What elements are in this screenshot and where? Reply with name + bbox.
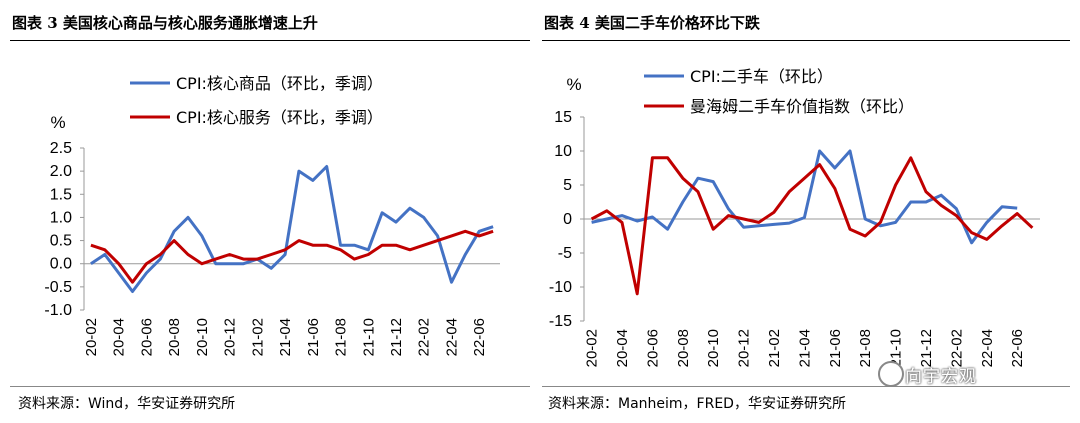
x-tick-label: 22-06 [471, 318, 488, 356]
x-tick-label: 20-12 [736, 329, 753, 367]
left-chart-panel: 图表 3 美国核心商品与核心服务通胀增速上升 -1.0 -0.5 0.0 0.5 1.0… [10, 14, 530, 412]
left-chart-svg: -1.0 -0.5 0.0 0.5 1.0 1.5 2.0 2.5% 20-02 20-04 20-… [44, 74, 500, 356]
left-chart-title: 图表 3 美国核心商品与核心服务通胀增速上升 [12, 14, 318, 32]
x-tick-label: 21-04 [796, 329, 813, 367]
legend-label-2: 曼海姆二手车价值指数（环比） [690, 97, 914, 116]
y-tick-label: 5 [563, 177, 572, 194]
legend-label-1: CPI:二手车（环比） [690, 67, 833, 86]
left-source-rule [10, 386, 530, 387]
y-tick-label: 0 [563, 211, 572, 228]
y-tick-label: -0.5 [44, 279, 72, 296]
right-title-rule [542, 40, 1070, 41]
x-tick-label: 22-02 [948, 329, 965, 367]
x-tick-label: 21-12 [918, 329, 935, 367]
x-tick-label: 22-02 [416, 318, 433, 356]
left-source-note: 资料来源：Wind，华安证券研究所 [18, 396, 236, 412]
right-chart-panel: 图表 4 美国二手车价格环比下跌 -15 -10 -5 0 5 10 15% 20-02 20-… [540, 0, 1080, 423]
x-tick-label: 21-10 [888, 329, 905, 367]
legend-label-1: CPI:核心商品（环比，季调） [176, 74, 383, 93]
x-tick-label: 21-06 [305, 318, 322, 356]
y-tick-label: 1.5 [50, 186, 72, 203]
x-tick-label: 21-02 [766, 329, 783, 367]
series-line-1 [591, 149, 1018, 245]
x-tick-label: 22-04 [443, 318, 460, 356]
series-line-1 [90, 165, 494, 293]
x-tick-label: 20-12 [222, 318, 239, 356]
x-tick-label: 20-06 [644, 329, 661, 367]
x-tick-label: 20-10 [705, 329, 722, 367]
x-tick-label: 21-08 [333, 318, 350, 356]
right-source-note: 资料来源：Manheim，FRED，华安证券研究所 [548, 396, 846, 412]
x-tick-label: 21-02 [249, 318, 266, 356]
y-tick-label: -5 [558, 245, 572, 262]
watermark-text: 向宇宏观 [905, 367, 977, 387]
x-tick-label: 20-04 [111, 318, 128, 356]
x-tick-label: 20-02 [584, 329, 601, 367]
x-tick-label: 20-08 [675, 329, 692, 367]
series-line-2 [90, 229, 494, 284]
y-tick-label: -1.0 [44, 302, 72, 319]
x-tick-label: 20-04 [614, 329, 631, 367]
y-tick-label: 2.5 [50, 140, 72, 157]
right-source-rule [542, 386, 1070, 387]
y-axis-label: % [566, 75, 581, 94]
x-tick-label: 21-04 [277, 318, 294, 356]
x-tick-label: 21-06 [827, 329, 844, 367]
legend-label-2: CPI:核心服务（环比，季调） [176, 108, 383, 127]
y-tick-label: 2.0 [50, 163, 72, 180]
y-tick-label: 0.0 [50, 256, 72, 273]
series-line-2 [590, 156, 1034, 296]
y-tick-label: -10 [549, 279, 572, 296]
x-tick-label: 21-12 [388, 318, 405, 356]
x-tick-label: 22-06 [1009, 329, 1026, 367]
y-tick-label: 15 [554, 109, 572, 126]
x-tick-label: 20-02 [83, 318, 100, 356]
x-tick-label: 20-06 [138, 318, 155, 356]
y-axis-label: % [50, 113, 65, 132]
left-title-rule [10, 40, 530, 41]
right-chart-svg: -15 -10 -5 0 5 10 15% 20-02 20-04 20-06 20-08 20-10… [549, 67, 1040, 367]
y-tick-label: 1.0 [50, 209, 72, 226]
y-tick-label: 0.5 [50, 233, 72, 250]
x-tick-label: 21-10 [360, 318, 377, 356]
x-tick-label: 22-04 [979, 329, 996, 367]
y-tick-label: 10 [554, 143, 572, 160]
x-tick-label: 21-08 [857, 329, 874, 367]
watermark-icon [878, 361, 904, 387]
y-tick-label: -15 [549, 313, 572, 330]
right-chart-title: 图表 4 美国二手车价格环比下跌 [544, 14, 760, 32]
x-tick-label: 20-10 [194, 318, 211, 356]
x-tick-label: 20-08 [166, 318, 183, 356]
